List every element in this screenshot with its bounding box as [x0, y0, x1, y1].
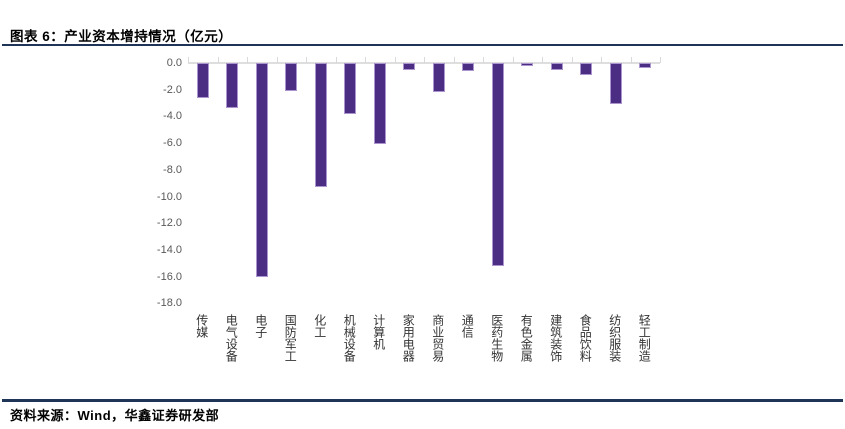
bar-电子: [255, 63, 268, 277]
y-axis-tick-label: -8.0: [163, 163, 182, 176]
bar-国防军工: [285, 63, 298, 92]
y-axis-tick-label: -10.0: [156, 190, 182, 203]
bar-家用电器: [403, 63, 416, 70]
axis-tick-mark: [394, 57, 396, 63]
title-divider: [2, 43, 843, 46]
bar-食品饮料: [580, 63, 593, 75]
x-axis-category-label: 国防军工: [283, 314, 298, 362]
bar-化工: [314, 63, 327, 188]
y-axis-tick-label: -18.0: [156, 297, 182, 310]
footer-divider: [2, 399, 843, 402]
axis-tick-mark: [630, 57, 632, 63]
bar-建筑装饰: [550, 63, 563, 70]
figure-title: 图表 6：产业资本增持情况（亿元）: [10, 29, 233, 44]
y-axis-tick-label: -6.0: [163, 137, 182, 150]
axis-tick-mark: [276, 57, 278, 63]
y-axis-tick-label: 0.0: [166, 57, 182, 69]
x-axis-category-label: 传媒: [194, 314, 209, 338]
axis-tick-mark: [571, 57, 573, 63]
x-axis-category-label: 电气设备: [224, 314, 239, 362]
x-axis-category-label: 轻工制造: [637, 314, 652, 362]
bar-轻工制造: [639, 63, 652, 69]
bar-商业贸易: [432, 63, 445, 93]
x-axis-category-label: 电子: [253, 314, 268, 338]
x-axis-category-label: 计算机: [371, 314, 386, 350]
bar-传媒: [196, 63, 209, 98]
bar-机械设备: [344, 63, 357, 114]
bar-chart: 0.0 -2.0 -4.0 -6.0 -8.0 -10.0 -12.0 -14.0 -16.0 -…: [156, 57, 661, 362]
axis-tick-mark: [424, 57, 425, 63]
x-axis-category-label: 纺织服装: [607, 314, 622, 362]
y-axis-tick-label: -16.0: [156, 270, 182, 283]
axis-tick-mark: [247, 57, 248, 63]
axis-tick-mark: [512, 57, 514, 63]
bar-医药生物: [491, 63, 504, 266]
axis-tick-mark: [217, 57, 219, 63]
axis-tick-mark: [453, 57, 455, 63]
y-axis-tick-label: -12.0: [156, 217, 182, 230]
x-axis-category-label: 建筑装饰: [548, 314, 563, 362]
x-axis-category-label: 医药生物: [489, 314, 504, 362]
bar-纺织服装: [609, 63, 622, 105]
x-axis-category-label: 有色金属: [519, 314, 534, 362]
axis-tick-mark: [483, 57, 484, 63]
y-axis-tick-label: -2.0: [163, 83, 182, 96]
bar-电气设备: [226, 63, 239, 109]
axis-tick-mark: [365, 57, 366, 63]
y-axis-tick-label: -14.0: [156, 243, 182, 256]
x-axis-category-label: 商业贸易: [430, 314, 445, 362]
y-axis-tick-label: -4.0: [163, 110, 182, 123]
bar-通信: [462, 63, 475, 71]
axis-tick-mark: [188, 57, 189, 63]
x-axis-category-label: 食品饮料: [578, 314, 593, 362]
axis-tick-mark: [335, 57, 337, 63]
axis-tick-mark: [306, 57, 307, 63]
x-axis-category-label: 化工: [312, 314, 327, 338]
x-axis-category-label: 家用电器: [401, 314, 416, 362]
x-axis-category-label: 通信: [460, 314, 475, 338]
axis-tick-mark: [660, 57, 661, 63]
x-axis-category-label: 机械设备: [342, 314, 357, 362]
axis-tick-mark: [601, 57, 602, 63]
bar-计算机: [373, 63, 386, 145]
axis-tick-mark: [542, 57, 543, 63]
bar-有色金属: [521, 63, 534, 66]
source-note: 资料来源：Wind，华鑫证券研发部: [10, 408, 220, 423]
